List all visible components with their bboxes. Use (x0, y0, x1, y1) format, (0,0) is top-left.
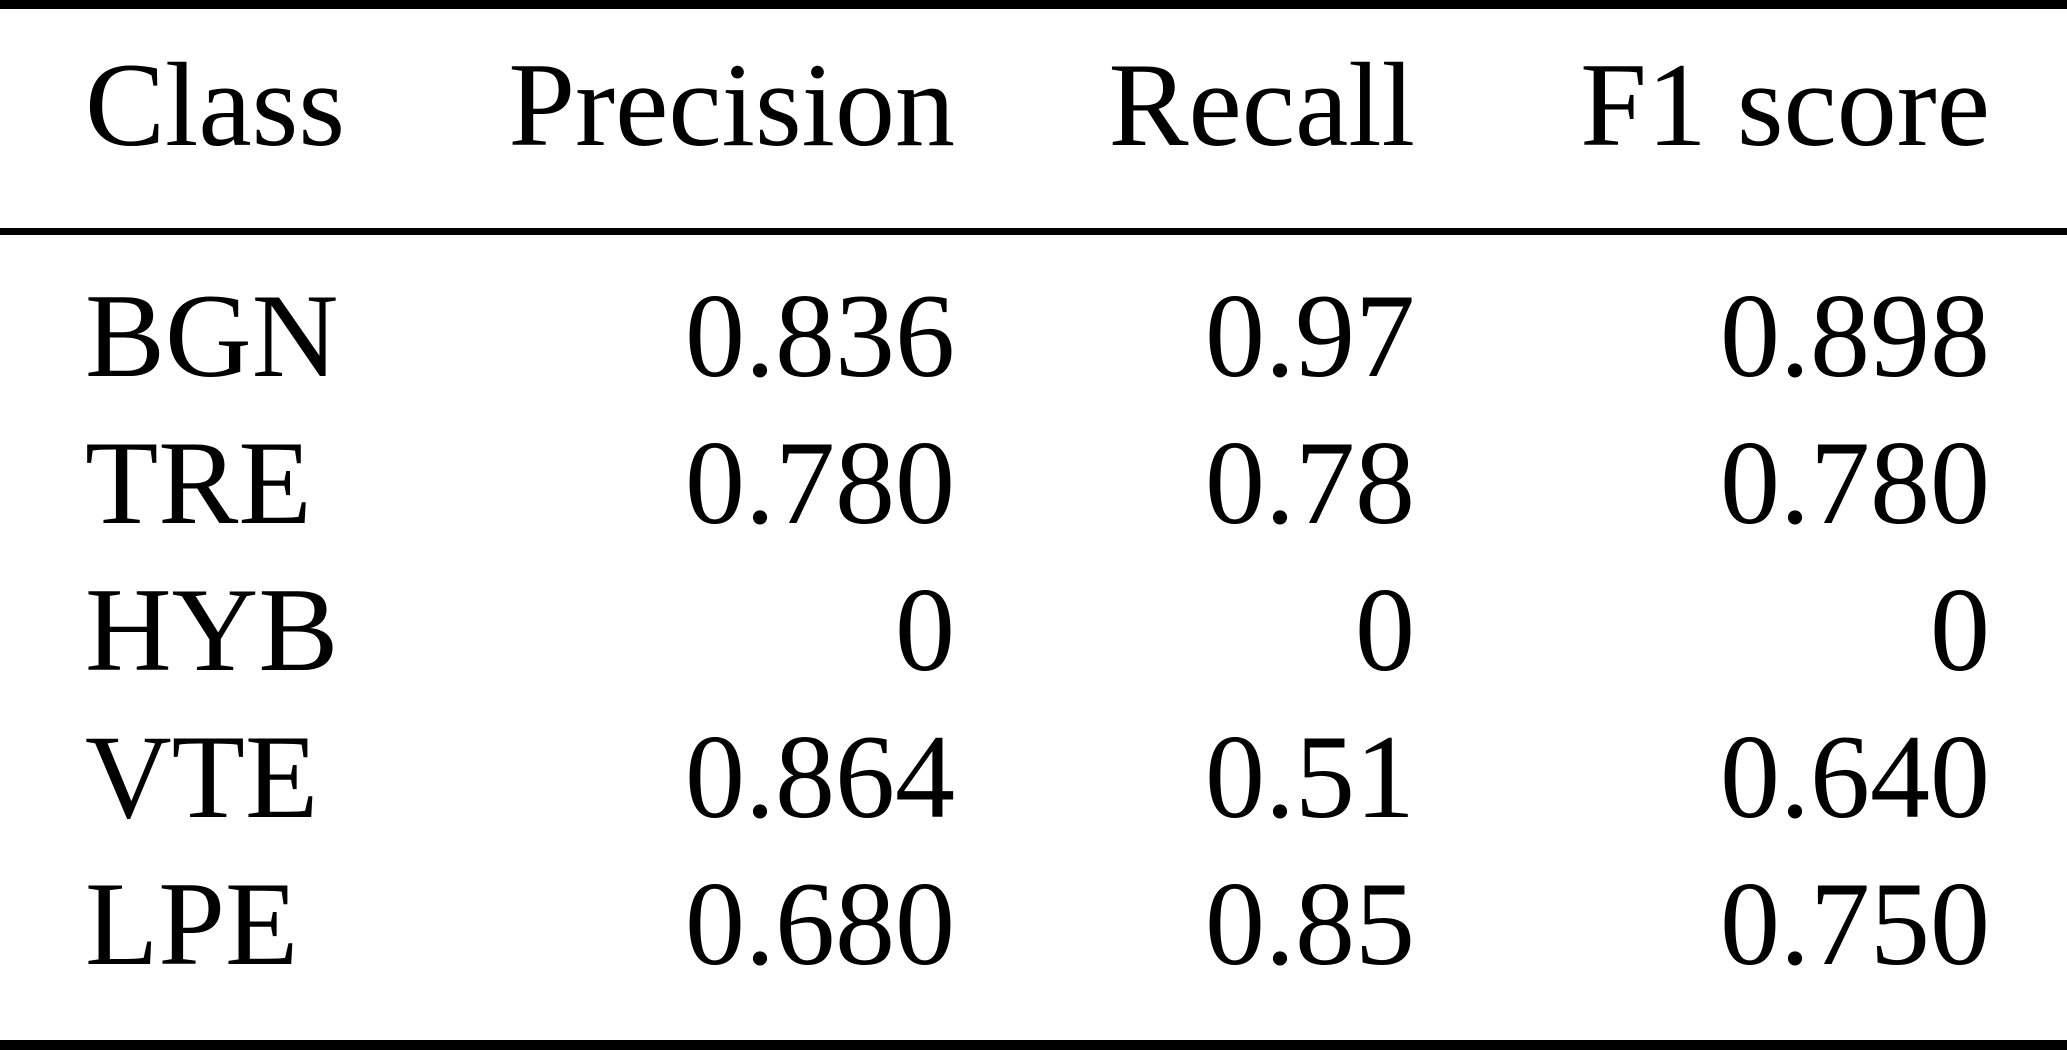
cell-recall: 0 (1355, 562, 1415, 696)
cell-recall: 0.78 (1205, 415, 1415, 549)
cell-recall: 0.51 (1205, 709, 1415, 843)
table-top-rule (0, 0, 2067, 9)
cell-f1-score: 0.898 (1720, 268, 1990, 402)
table-header-row: Class Precision Recall F1 score (0, 9, 2067, 228)
cell-f1-score: 0.640 (1720, 709, 1990, 843)
cell-class: TRE (85, 415, 312, 549)
cell-f1-score: 0.780 (1720, 415, 1990, 549)
cell-precision: 0.836 (685, 268, 955, 402)
cell-precision: 0.680 (685, 856, 955, 990)
cell-class: HYB (85, 562, 339, 696)
cell-class: VTE (85, 709, 319, 843)
cell-precision: 0.864 (685, 709, 955, 843)
cell-precision: 0.780 (685, 415, 955, 549)
table-row-tre: TRE 0.780 0.78 0.780 (0, 409, 2067, 556)
table-header-rule (0, 228, 2067, 235)
cell-f1-score: 0.750 (1720, 856, 1990, 990)
cell-class: BGN (85, 268, 339, 402)
table-row-bgn: BGN 0.836 0.97 0.898 (0, 262, 2067, 409)
cell-recall: 0.97 (1205, 268, 1415, 402)
table-bottom-rule (0, 1040, 2067, 1050)
table-row-lpe: LPE 0.680 0.85 0.750 (0, 850, 2067, 997)
table-row-vte: VTE 0.864 0.51 0.640 (0, 703, 2067, 850)
cell-class: LPE (85, 856, 299, 990)
column-header-class: Class (85, 38, 346, 171)
cell-recall: 0.85 (1205, 856, 1415, 990)
table-row-hyb: HYB 0 0 0 (0, 556, 2067, 703)
cell-f1-score: 0 (1930, 562, 1990, 696)
column-header-recall: Recall (1108, 38, 1415, 171)
column-header-precision: Precision (508, 38, 955, 171)
table-body: BGN 0.836 0.97 0.898 TRE 0.780 0.78 0.78… (0, 235, 2067, 1040)
column-header-f1-score: F1 score (1580, 38, 1990, 171)
cell-precision: 0 (895, 562, 955, 696)
